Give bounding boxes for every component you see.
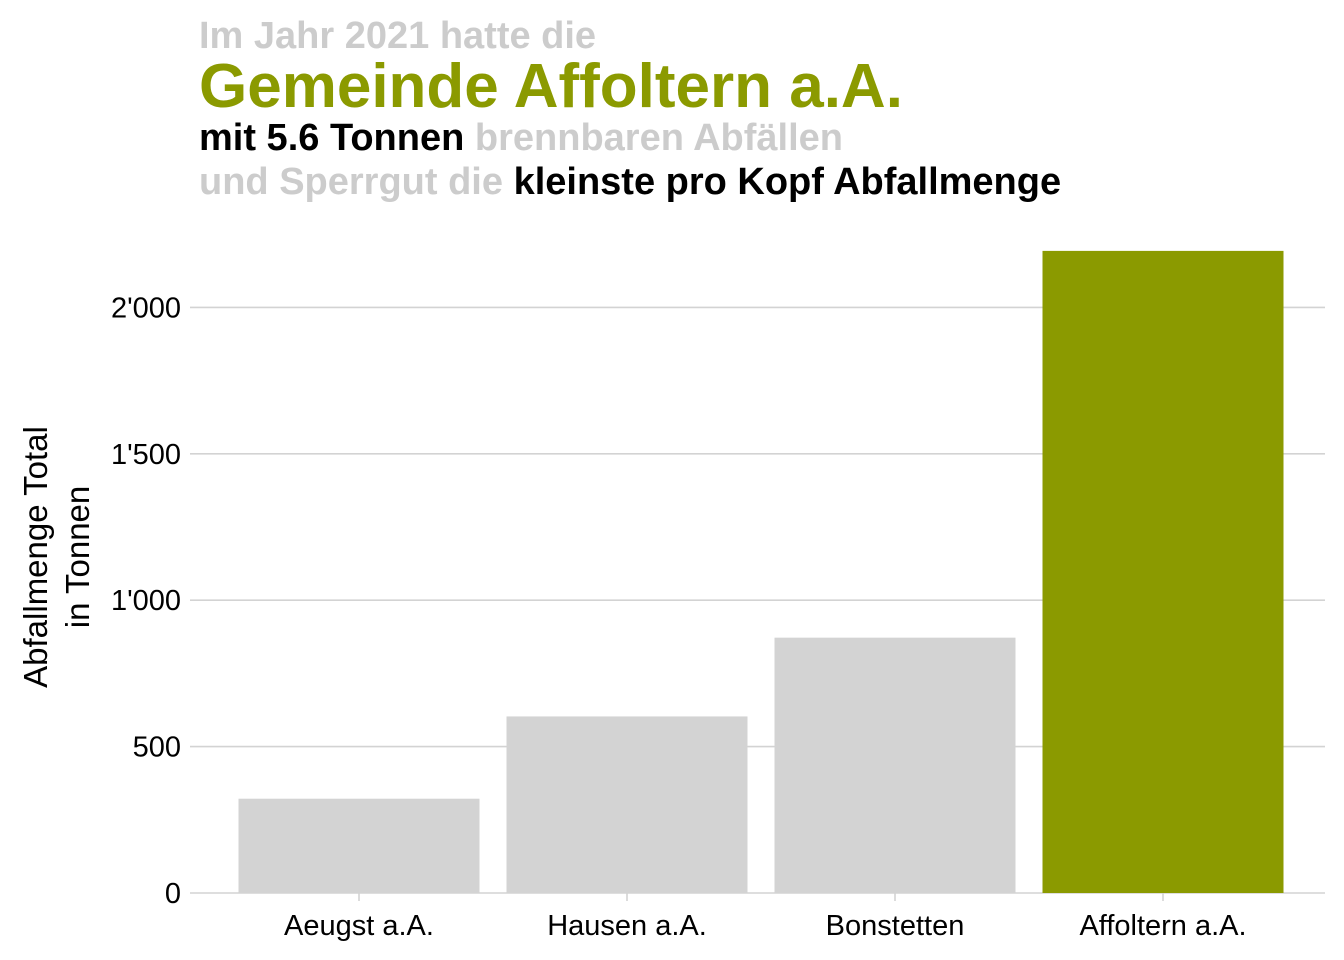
- y-tick-label: 1'500: [111, 439, 181, 471]
- x-tick-label: Affoltern a.A.: [1079, 910, 1246, 942]
- y-tick-label: 0: [165, 878, 181, 910]
- title-intro-text: Im Jahr 2021 hatte die: [199, 15, 597, 57]
- y-tick-label: 500: [133, 732, 181, 764]
- title-line-2: Gemeinde Affoltern a.A.: [199, 56, 1061, 118]
- bar: [1042, 250, 1284, 894]
- title-line-4: und Sperrgut die kleinste pro Kopf Abfal…: [199, 160, 1061, 204]
- y-axis-ticks: 0 500 1'000 1'500 2'000: [111, 292, 181, 910]
- y-axis-title-line-1: Abfallmenge Total: [17, 426, 54, 688]
- title-line-3: mit 5.6 Tonnen brennbaren Abfällen: [199, 116, 1061, 160]
- x-axis-ticks: Aeugst a.A. Hausen a.A. Bonstetten Affolter…: [284, 893, 1247, 942]
- title-municipality: Gemeinde Affoltern a.A.: [199, 52, 903, 121]
- y-axis-title-line-2: in Tonnen: [59, 486, 96, 629]
- y-tick-label: 2'000: [111, 292, 181, 324]
- title-conclusion: kleinste pro Kopf Abfallmenge: [513, 161, 1062, 203]
- bar: [238, 798, 480, 893]
- y-tick-label: 1'000: [111, 585, 181, 617]
- chart-title: Im Jahr 2021 hatte die Gemeinde Affolter…: [199, 14, 1061, 204]
- title-connector: und Sperrgut die: [199, 161, 514, 203]
- title-line-1: Im Jahr 2021 hatte die: [199, 14, 1061, 58]
- bars: [238, 250, 1284, 894]
- title-waste-type: brennbaren Abfällen: [464, 117, 843, 159]
- title-amount: mit 5.6 Tonnen: [199, 117, 465, 159]
- bar: [774, 637, 1016, 893]
- x-tick-label: Aeugst a.A.: [284, 910, 434, 942]
- x-tick-label: Hausen a.A.: [547, 910, 707, 942]
- bar: [506, 716, 748, 893]
- x-tick-label: Bonstetten: [826, 910, 965, 942]
